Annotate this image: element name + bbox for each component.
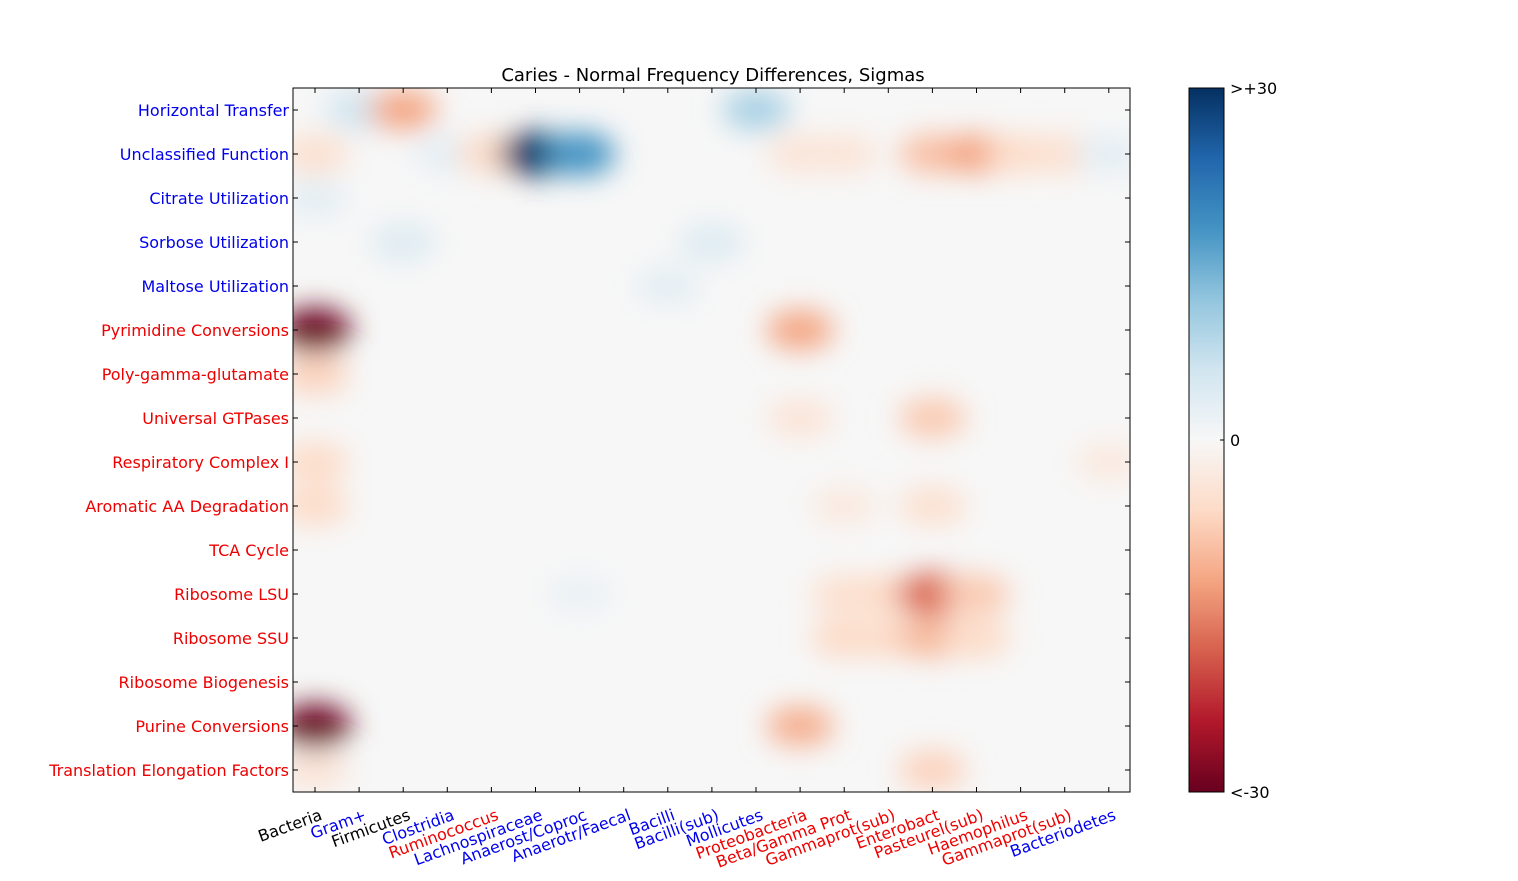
y-tick-label: Ribosome SSU: [173, 629, 289, 648]
heatmap-cell: [293, 750, 349, 790]
heatmap-cell: [633, 266, 702, 306]
heatmap-cell: [369, 222, 438, 262]
heatmap-cell: [1074, 442, 1130, 482]
y-tick-label: Pyrimidine Conversions: [101, 321, 289, 340]
plot-background: [293, 88, 1130, 792]
y-tick-label: Unclassified Function: [120, 145, 289, 164]
heatmap-cell: [293, 178, 349, 218]
y-tick-label: Maltose Utilization: [141, 277, 289, 296]
heatmap-cell: [810, 486, 879, 526]
heatmap-cell: [369, 90, 438, 130]
y-tick-label: Ribosome LSU: [174, 585, 289, 604]
heatmap-cell: [677, 222, 746, 262]
heatmap-cell: [545, 574, 614, 614]
colorbar: [1188, 87, 1225, 793]
y-tick-label: Citrate Utilization: [149, 189, 289, 208]
y-tick-label: Translation Elongation Factors: [48, 761, 289, 780]
heatmap-cell: [898, 486, 967, 526]
y-tick-label: Horizontal Transfer: [138, 101, 290, 120]
heatmap-cell: [1074, 134, 1130, 174]
y-tick-label: Poly-gamma-glutamate: [102, 365, 289, 384]
heatmap-cell: [293, 308, 351, 352]
y-ticks: [293, 109, 1130, 771]
y-tick-label: TCA Cycle: [208, 541, 289, 560]
x-tick-labels: BacteriaGram+FirmicutesClostridiaRuminoc…: [255, 805, 1118, 871]
heatmap-cell: [766, 310, 835, 350]
y-tick-label: Purine Conversions: [135, 717, 289, 736]
y-tick-label: Sorbose Utilization: [139, 233, 289, 252]
heatmap-cell: [898, 398, 967, 438]
chart-title: Caries - Normal Frequency Differences, S…: [501, 65, 924, 86]
heatmap-cell: [766, 398, 835, 438]
colorbar-label: >+30: [1230, 79, 1277, 98]
heatmap-cell: [293, 134, 349, 174]
heatmap-cells: [293, 90, 1130, 790]
x-ticks: [314, 88, 1110, 792]
colorbar-labels: >+30 0 <-30: [1220, 79, 1277, 802]
y-tick-label: Respiratory Complex I: [112, 453, 289, 472]
heatmap-cell: [810, 134, 879, 174]
y-tick-label: Aromatic AA Degradation: [85, 497, 289, 516]
heatmap-cell: [293, 354, 349, 394]
heatmap-cell: [293, 486, 349, 526]
y-tick-labels: Horizontal Transfer Unclassified Function…: [48, 101, 289, 780]
heatmap-cell: [293, 442, 349, 482]
y-tick-label: Universal GTPases: [142, 409, 289, 428]
colorbar-label: 0: [1230, 431, 1240, 450]
heatmap-cell: [293, 704, 351, 748]
heatmap-cell: [898, 750, 967, 790]
heatmap-cell: [543, 132, 616, 176]
heatmap-cell: [942, 574, 1011, 614]
heatmap-cell: [722, 90, 790, 130]
heatmap-cell: [766, 706, 835, 746]
y-tick-label: Ribosome Biogenesis: [119, 673, 289, 692]
colorbar-label: <-30: [1230, 783, 1270, 802]
heatmap-cell: [942, 618, 1011, 658]
